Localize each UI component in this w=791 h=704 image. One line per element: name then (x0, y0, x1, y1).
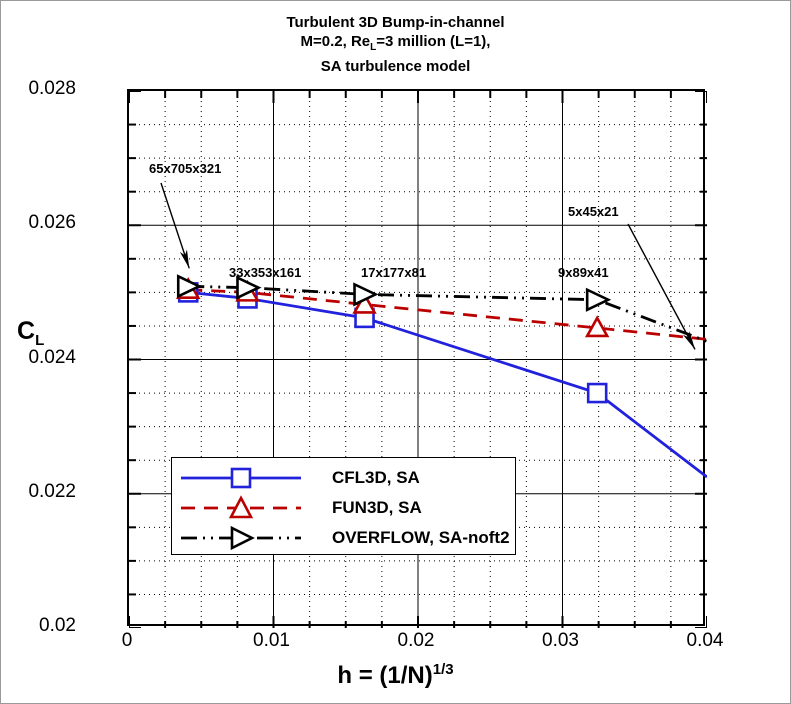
y-axis-tick-label: 0.024 (28, 346, 76, 368)
grid-size-annotation: 33x353x161 (229, 265, 302, 280)
x-axis-tick-label: 0.04 (686, 630, 724, 651)
data-point-marker (585, 287, 612, 312)
legend-item-2[interactable]: OVERFLOW, SA-noft2 (172, 524, 515, 552)
grid-size-annotation: 17x177x81 (361, 265, 427, 280)
data-point-marker (236, 275, 262, 300)
y-axis-tick-label: 0.02 (39, 615, 76, 636)
title-line-2: M=0.2, ReL=3 million (L=1), (1, 32, 790, 57)
y-axis-tick-label: 0.028 (28, 78, 76, 99)
data-point-marker (353, 282, 379, 307)
x-axis-tick-label: 0.03 (542, 630, 579, 651)
data-point-marker (352, 291, 377, 314)
x-axis-tick-label: 0 (121, 630, 133, 651)
y-axis-title-main: C (17, 317, 36, 345)
legend-item-1[interactable]: FUN3D, SA (172, 494, 515, 522)
x-axis-tick-label: 0.01 (253, 630, 290, 651)
chart-title: Turbulent 3D Bump-in-channel M=0.2, ReL=… (1, 13, 790, 76)
grid-size-annotation: 65x705x321 (149, 161, 222, 176)
legend-symbol (177, 524, 327, 552)
legend-label: CFL3D, SA (332, 468, 420, 487)
title-line-2-subscript: L (370, 42, 377, 53)
legend-symbol (177, 464, 327, 492)
grid-size-annotation: 9x89x41 (558, 265, 609, 280)
title-line-2-b: =3 million (L=1), (376, 33, 491, 50)
legend-label: FUN3D, SA (332, 498, 422, 517)
y-axis-tick-label: 0.026 (28, 212, 76, 234)
title-line-1: Turbulent 3D Bump-in-channel (286, 14, 505, 31)
x-axis-tick-label: 0.02 (397, 630, 435, 651)
title-line-2-a: M=0.2, Re (300, 33, 371, 50)
data-point-marker (584, 315, 610, 338)
y-axis-tick-label: 0.022 (28, 480, 76, 502)
data-point-marker (586, 382, 608, 404)
y-axis-title: CL (17, 317, 44, 349)
legend-item-0[interactable]: CFL3D, SA (172, 464, 515, 492)
legend-symbol (177, 494, 327, 522)
title-line-3: SA turbulence model (320, 58, 471, 75)
x-axis-title: h = (1/N)1/3 (1, 661, 790, 690)
y-axis-title-subscript: L (35, 332, 45, 349)
legend-label: OVERFLOW, SA-noft2 (332, 528, 510, 547)
x-axis-title-exponent: 1/3 (432, 661, 454, 678)
series-line-0 (188, 290, 707, 479)
data-point-marker (176, 274, 203, 299)
legend: CFL3D, SA FUN3D, SA OVERFLOW, SA-noft2 (171, 457, 516, 555)
x-axis-title-main: h = (1/N) (337, 662, 433, 689)
grid-size-annotation: 5x45x21 (568, 204, 619, 219)
